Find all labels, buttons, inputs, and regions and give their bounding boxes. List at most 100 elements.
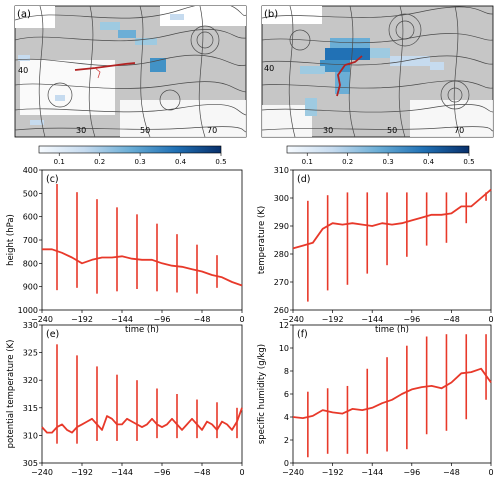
colorbar-tick-label: 0.1 bbox=[302, 158, 313, 166]
x-tick-label: −144 bbox=[111, 468, 133, 477]
map-b-lon-label-2: 70 bbox=[454, 126, 464, 135]
chart-panel-f: −240 −192 −144 −96 −48 0 0 2 4 6 8 10 12 time (h) spec… bbox=[257, 321, 494, 477]
x-tick-label: −240 bbox=[31, 468, 53, 477]
y-tick-label: 305 bbox=[23, 459, 38, 468]
panel-label: (e) bbox=[46, 329, 59, 340]
x-axis-label: time (h) bbox=[375, 325, 409, 335]
panel-label-a: (a) bbox=[17, 9, 31, 20]
x-tick-label: −144 bbox=[361, 468, 383, 477]
y-tick-label: 1000 bbox=[18, 306, 38, 315]
y-tick-label: 2 bbox=[284, 436, 289, 445]
y-tick-label: 10 bbox=[279, 344, 289, 353]
y-tick-label: 330 bbox=[23, 321, 38, 330]
colorbar-a: 0.1 0.2 0.3 0.4 0.5 bbox=[38, 145, 227, 166]
colorbar-b-ticks: 0.1 0.2 0.3 0.4 0.5 bbox=[302, 153, 475, 166]
x-tick-label: −144 bbox=[111, 315, 133, 324]
y-tick-label: 260 bbox=[274, 306, 289, 315]
y-tick-label: 280 bbox=[274, 250, 289, 259]
map-a-lon-label-2: 70 bbox=[207, 126, 217, 135]
y-tick-label: 300 bbox=[274, 194, 289, 203]
y-axis-label: height (hPa) bbox=[6, 214, 16, 266]
axes-frame bbox=[292, 169, 492, 311]
colorbar-tick-label: 0.1 bbox=[54, 158, 65, 166]
axes-frame bbox=[41, 324, 243, 464]
y-tick-label: 315 bbox=[23, 404, 38, 413]
y-axis-label: specific humidity (g/kg) bbox=[257, 344, 267, 444]
y-axis-label: temperature (K) bbox=[257, 206, 267, 274]
map-b-lat-label: 40 bbox=[264, 64, 274, 73]
x-tick-label: 0 bbox=[488, 468, 493, 477]
x-tick-label: −48 bbox=[194, 468, 211, 477]
x-tick-label: −48 bbox=[443, 468, 460, 477]
x-tick-label: −192 bbox=[322, 468, 344, 477]
x-tick-label: −240 bbox=[282, 315, 304, 324]
x-tick-label: 0 bbox=[239, 468, 244, 477]
y-tick-label: 8 bbox=[284, 367, 289, 376]
map-a-content bbox=[15, 6, 246, 137]
x-tick-label: −144 bbox=[361, 315, 383, 324]
map-panel-b: (b) 40 30 50 70 bbox=[261, 5, 494, 138]
y-tick-label: 6 bbox=[284, 390, 289, 399]
colorbar-tick-label: 0.3 bbox=[135, 158, 146, 166]
y-tick-label: 900 bbox=[23, 283, 38, 292]
x-tick-label: −240 bbox=[282, 468, 304, 477]
y-axis-label: potential temperature (K) bbox=[6, 340, 16, 449]
chart-panel-d: −240 −192 −144 −96 −48 0 260 270 280 290 300 310 tim… bbox=[257, 166, 494, 335]
y-tick-label: 320 bbox=[23, 376, 38, 385]
colorbar-tick-label: 0.5 bbox=[463, 158, 474, 166]
x-tick-label: −48 bbox=[443, 315, 460, 324]
x-tick-label: −96 bbox=[154, 315, 171, 324]
map-a-lon-label-0: 30 bbox=[76, 126, 86, 135]
y-tick-label: 0 bbox=[284, 459, 289, 468]
x-tick-label: −192 bbox=[322, 315, 344, 324]
x-tick-label: −192 bbox=[71, 468, 93, 477]
x-tick-label: −96 bbox=[403, 468, 420, 477]
y-tick-label: 500 bbox=[23, 189, 38, 198]
map-a-lat-label: 40 bbox=[18, 66, 28, 75]
map-b-lon-label-1: 50 bbox=[387, 126, 397, 135]
colorbar-b: 0.1 0.2 0.3 0.4 0.5 bbox=[286, 145, 475, 166]
colorbar-tick-label: 0.2 bbox=[342, 158, 353, 166]
y-tick-label: 600 bbox=[23, 213, 38, 222]
colorbar-tick-label: 0.5 bbox=[215, 158, 226, 166]
x-tick-label: −192 bbox=[71, 315, 93, 324]
x-tick-label: −96 bbox=[154, 468, 171, 477]
y-tick-label: 800 bbox=[23, 259, 38, 268]
y-tick-label: 700 bbox=[23, 236, 38, 245]
map-b-content bbox=[262, 6, 493, 137]
chart-panel-c: −240 −192 −144 −96 −48 0 400 500 600 700 800 900 100… bbox=[6, 166, 245, 335]
axes-frame bbox=[41, 169, 243, 311]
y-tick-label: 290 bbox=[274, 222, 289, 231]
y-tick-label: 400 bbox=[23, 166, 38, 175]
chart-panel-e: −240 −192 −144 −96 −48 0 305 310 315 320 325 330 tim… bbox=[6, 321, 245, 477]
panel-label: (f) bbox=[297, 329, 308, 340]
colorbar-tick-label: 0.2 bbox=[94, 158, 105, 166]
colorbar-tick-label: 0.4 bbox=[175, 158, 187, 166]
x-tick-label: −240 bbox=[31, 315, 53, 324]
x-tick-label: −96 bbox=[403, 315, 420, 324]
mean-line bbox=[292, 367, 492, 420]
y-tick-label: 310 bbox=[274, 166, 289, 175]
y-tick-label: 12 bbox=[279, 321, 289, 330]
mean-line bbox=[42, 248, 243, 287]
y-tick-label: 270 bbox=[274, 278, 289, 287]
axes-frame bbox=[292, 324, 492, 464]
colorbar-tick-label: 0.3 bbox=[383, 158, 394, 166]
colorbar-tick-label: 0.4 bbox=[423, 158, 435, 166]
mean-line bbox=[292, 188, 492, 250]
panel-label: (d) bbox=[297, 174, 310, 185]
panel-label-b: (b) bbox=[264, 9, 278, 20]
map-a-lon-label-1: 50 bbox=[140, 126, 150, 135]
panel-label: (c) bbox=[46, 174, 59, 185]
y-tick-label: 4 bbox=[284, 413, 289, 422]
map-panel-a: (a) 40 30 50 70 bbox=[14, 5, 247, 138]
x-tick-label: 0 bbox=[488, 315, 493, 324]
map-b-lon-label-0: 30 bbox=[323, 126, 333, 135]
x-tick-label: 0 bbox=[239, 315, 244, 324]
x-tick-label: −48 bbox=[194, 315, 211, 324]
y-tick-label: 325 bbox=[23, 349, 38, 358]
colorbar-a-ticks: 0.1 0.2 0.3 0.4 0.5 bbox=[54, 153, 227, 166]
mean-line bbox=[41, 407, 243, 434]
y-tick-label: 310 bbox=[23, 431, 38, 440]
